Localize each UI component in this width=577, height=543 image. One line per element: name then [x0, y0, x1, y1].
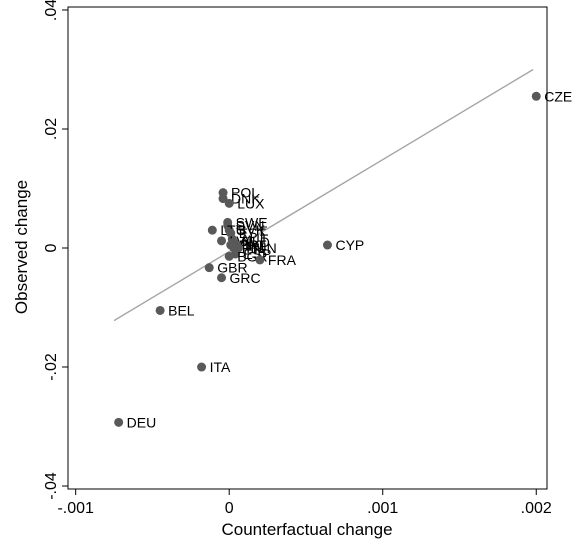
y-axis-label: Observed change	[12, 180, 31, 314]
point-label: EST	[239, 225, 267, 241]
fitted-line	[113, 68, 534, 322]
point-label: POL	[231, 185, 259, 201]
x-tick-label: .001	[367, 500, 398, 517]
point-label: DNK	[231, 191, 261, 207]
y-tick-label: -.02	[43, 353, 60, 381]
point-label: GRC	[230, 270, 261, 286]
x-tick-label: -.001	[57, 500, 94, 517]
point-label: BEL	[168, 302, 195, 318]
point-label: CYP	[335, 237, 364, 253]
point-label: ESP	[243, 246, 271, 262]
point-label: FRA	[268, 252, 297, 268]
point-label: SVK	[237, 222, 266, 238]
data-point	[531, 91, 541, 101]
point-label: NLD	[242, 234, 270, 250]
point-label: FIN	[242, 240, 265, 256]
data-point	[224, 198, 234, 208]
data-point	[217, 236, 227, 246]
x-tick-label: 0	[225, 500, 234, 517]
data-point	[218, 194, 228, 204]
y-tick-label: .02	[43, 118, 60, 140]
data-point	[155, 305, 165, 315]
point-label: PRT	[239, 237, 267, 253]
data-point	[322, 240, 332, 250]
data-point	[197, 362, 207, 372]
point-label: SVN	[236, 217, 265, 233]
data-point	[217, 273, 227, 283]
y-tick-label: -.04	[43, 472, 60, 500]
data-point	[207, 225, 217, 235]
point-label: SWE	[236, 214, 268, 230]
point-label: LUX	[237, 195, 265, 211]
y-tick-label: .04	[43, 0, 60, 21]
data-point	[204, 263, 214, 273]
point-label: DEU	[127, 414, 157, 430]
point-label: HUN	[246, 240, 276, 256]
x-tick-label: .002	[521, 500, 552, 517]
point-label: AUT	[240, 231, 268, 247]
point-label: CZE	[544, 88, 572, 104]
point-label: GBR	[217, 260, 247, 276]
y-tick-label: 0	[43, 243, 60, 252]
point-label: ITA	[210, 359, 231, 375]
data-point	[255, 255, 265, 265]
x-axis-label: Counterfactual change	[221, 520, 392, 539]
data-point	[114, 417, 124, 427]
point-label: IRL	[245, 237, 267, 253]
data-point	[224, 251, 234, 261]
